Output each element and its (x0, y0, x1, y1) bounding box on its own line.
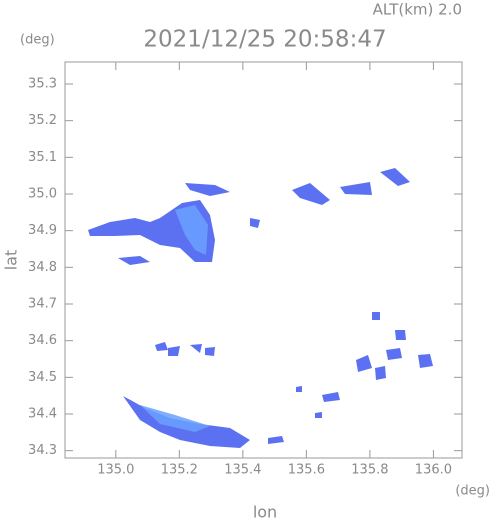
echo (292, 183, 330, 205)
x-tick-label: 135.8 (351, 463, 388, 478)
echo (322, 392, 340, 402)
x-tick-label: 135.2 (161, 463, 198, 478)
echo (118, 256, 150, 265)
echo (395, 330, 406, 340)
x-tick-label: 135.4 (224, 463, 261, 478)
echo (418, 354, 433, 368)
y-tick-label: 34.6 (28, 333, 57, 348)
y-tick-label: 34.4 (28, 407, 57, 422)
echo (175, 205, 208, 255)
radar-echoes (88, 168, 433, 448)
y-axis-label: lat (2, 250, 21, 271)
echo (155, 342, 168, 351)
echo (356, 355, 372, 372)
y-tick-label: 34.7 (28, 297, 57, 312)
echo (168, 346, 180, 356)
echo (140, 405, 210, 432)
plot-frame (64, 61, 463, 459)
y-tick-label: 34.8 (28, 260, 57, 275)
echo (386, 348, 402, 360)
y-tick-label: 35.2 (28, 113, 57, 128)
x-unit: (deg) (455, 484, 490, 499)
echo (340, 182, 372, 195)
echo (268, 436, 284, 444)
y-tick-label: 34.9 (28, 223, 57, 238)
x-tick-label: 136.0 (415, 463, 452, 478)
y-unit: (deg) (20, 33, 55, 48)
altitude-label: ALT(km) 2.0 (373, 1, 462, 19)
y-tick-label: 35.1 (28, 150, 57, 165)
y-tick-label: 34.3 (28, 443, 57, 458)
echo (380, 168, 410, 186)
echo (315, 412, 322, 418)
x-tick-label: 135.6 (288, 463, 325, 478)
chart-title: 2021/12/25 20:58:47 (143, 27, 386, 53)
y-tick-label: 35.0 (28, 187, 57, 202)
echo (250, 218, 260, 228)
y-tick-label: 35.3 (28, 77, 57, 92)
echo (372, 312, 380, 320)
echo (185, 183, 230, 196)
x-axis-label: lon (253, 503, 277, 521)
echo (375, 366, 386, 380)
echo (205, 347, 215, 356)
echo (296, 386, 302, 392)
x-tick-label: 135.0 (97, 463, 134, 478)
echo (190, 344, 202, 353)
y-tick-label: 34.5 (28, 370, 57, 385)
